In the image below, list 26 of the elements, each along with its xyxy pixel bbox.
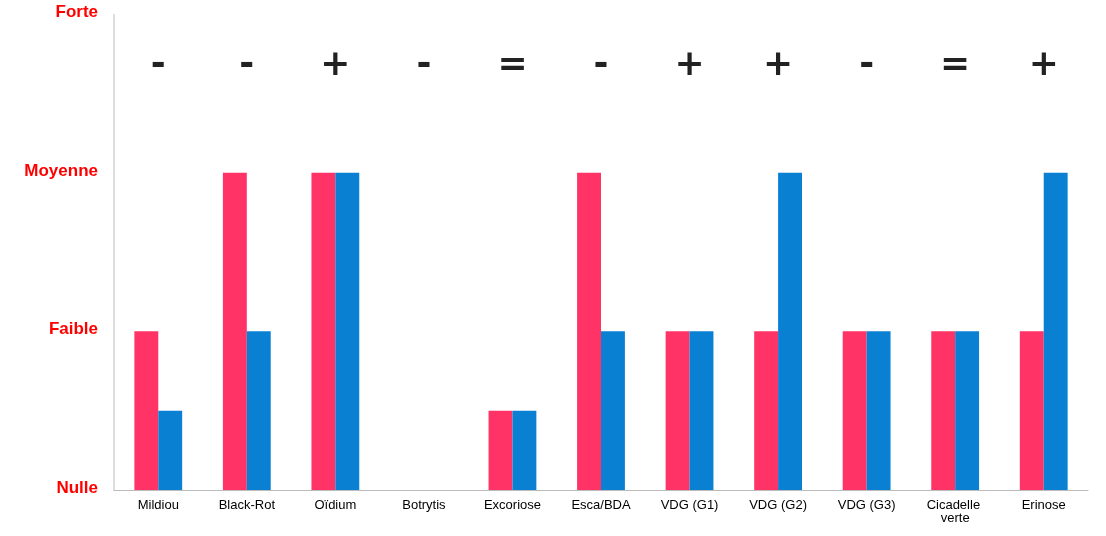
text: Nulle bbox=[56, 478, 98, 497]
text: - bbox=[239, 41, 255, 83]
text: - bbox=[593, 41, 609, 83]
x-tick-label: Mildiou bbox=[137, 497, 179, 512]
x-tick-label: Oïdium bbox=[314, 497, 357, 512]
x-tick-label: Erinose bbox=[1021, 497, 1066, 512]
text: Forte bbox=[55, 2, 98, 21]
text: + bbox=[320, 41, 351, 83]
text: - bbox=[859, 41, 875, 83]
text: - bbox=[150, 41, 166, 83]
x-tick-label: Esca/BDA bbox=[571, 497, 631, 512]
x-tick-label: VDG (G1) bbox=[660, 497, 719, 512]
x-tick-label: Excoriose bbox=[483, 497, 541, 512]
text: + bbox=[674, 41, 705, 83]
x-tick-label: Cicadelle verte bbox=[926, 497, 984, 525]
text: + bbox=[763, 41, 794, 83]
text: = bbox=[940, 41, 971, 83]
x-tick-label: Botrytis bbox=[402, 497, 447, 512]
text: + bbox=[1028, 41, 1059, 83]
x-tick-label: Black-Rot bbox=[218, 497, 276, 512]
text: - bbox=[416, 41, 432, 83]
text: Faible bbox=[48, 319, 98, 339]
x-tick-label: VDG (G3) bbox=[837, 497, 896, 512]
text: Moyenne bbox=[24, 160, 99, 180]
x-tick-label: VDG (G2) bbox=[749, 497, 807, 512]
text: = bbox=[497, 41, 528, 83]
